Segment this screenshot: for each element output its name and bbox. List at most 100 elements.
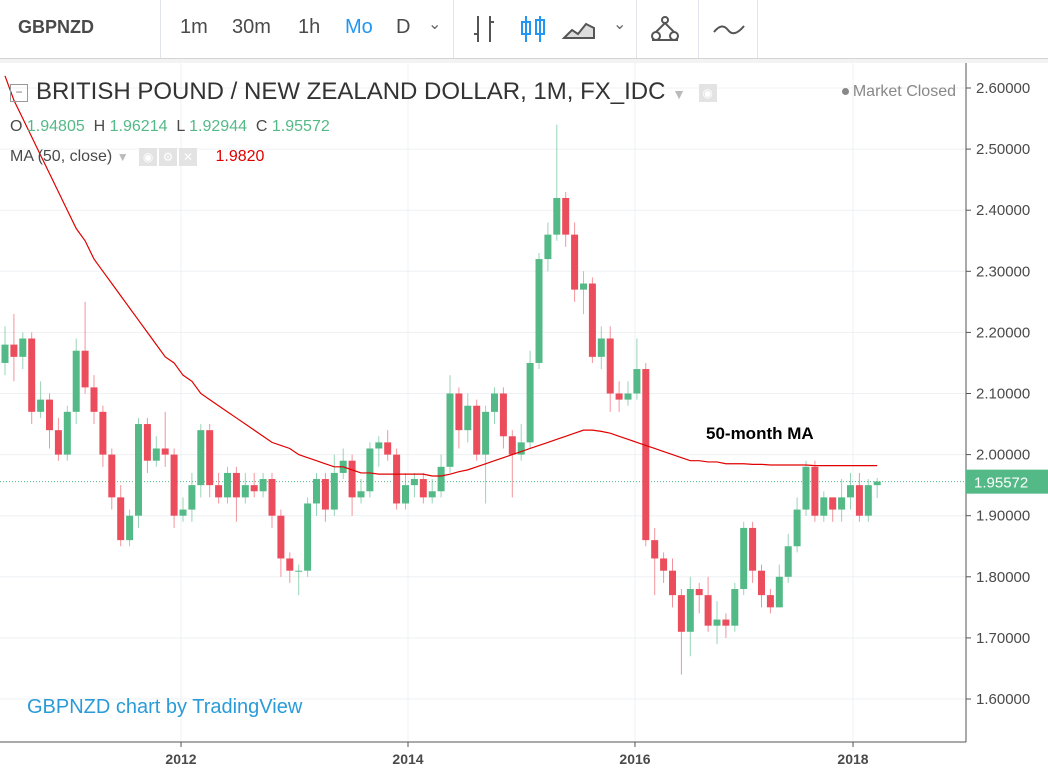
chevron-down-icon[interactable]: ▼ bbox=[116, 150, 129, 165]
chevron-down-icon[interactable]: ⌄ bbox=[428, 16, 442, 33]
candle-body bbox=[535, 259, 543, 363]
ma-value: 1.9820 bbox=[215, 148, 265, 166]
candle-body bbox=[90, 387, 98, 412]
market-status: Market Closed bbox=[841, 83, 956, 101]
status-dot-icon bbox=[841, 88, 849, 96]
candle-body bbox=[108, 454, 116, 498]
candle-body bbox=[286, 558, 294, 571]
chevron-down-icon[interactable]: ▼ bbox=[672, 86, 686, 102]
candle-body bbox=[651, 540, 659, 559]
candle-body bbox=[588, 283, 596, 357]
eye-icon[interactable]: ◉ bbox=[139, 148, 158, 166]
y-tick-label: 2.50000 bbox=[976, 141, 1030, 158]
candle-body bbox=[820, 497, 828, 516]
candle-body bbox=[375, 442, 383, 449]
candle-body bbox=[384, 442, 392, 455]
candle-body bbox=[179, 509, 187, 516]
y-tick-label: 2.10000 bbox=[976, 386, 1030, 403]
candle-body bbox=[37, 399, 45, 412]
candle-body bbox=[660, 558, 668, 571]
top-toolbar: GBPNZD 1m 30m 1h Mo D ⌄ ⌄ bbox=[0, 0, 1048, 59]
collapse-icon[interactable]: − bbox=[10, 83, 28, 102]
candle-body bbox=[135, 424, 142, 516]
candle-body bbox=[268, 479, 276, 516]
candle-body bbox=[419, 479, 427, 498]
y-tick-label: 2.40000 bbox=[976, 202, 1030, 219]
area-chart-icon[interactable] bbox=[562, 12, 596, 46]
candle-body bbox=[197, 430, 205, 486]
eye-icon[interactable]: ◉ bbox=[698, 83, 717, 102]
candle-body bbox=[117, 497, 125, 541]
candle-body bbox=[713, 619, 721, 626]
candle-body bbox=[10, 344, 18, 357]
candle-body bbox=[597, 338, 605, 357]
high-label: H bbox=[93, 118, 106, 135]
candle-body bbox=[99, 411, 107, 455]
candle-body bbox=[766, 595, 774, 608]
candle-body bbox=[232, 472, 240, 498]
bar-chart-icon[interactable] bbox=[468, 12, 502, 46]
gear-icon[interactable]: ⚙ bbox=[159, 148, 178, 166]
candle-body bbox=[793, 509, 801, 547]
toolbar-divider bbox=[453, 0, 454, 58]
ma-legend: MA (50, close) ▼ ◉ ⚙ ✕ 1.9820 bbox=[10, 148, 264, 166]
candle-body bbox=[250, 485, 258, 492]
candle-body bbox=[19, 338, 27, 357]
candle-body bbox=[624, 393, 632, 400]
chart-area[interactable] bbox=[0, 63, 1048, 769]
toolbar-divider bbox=[160, 0, 161, 58]
open-value: 1.94805 bbox=[26, 118, 85, 135]
interval-30m[interactable]: 30m bbox=[232, 16, 271, 38]
symbol-label[interactable]: GBPNZD bbox=[18, 17, 94, 37]
watermark[interactable]: GBPNZD chart by TradingView bbox=[27, 696, 303, 718]
candle-body bbox=[811, 466, 819, 516]
candle-body bbox=[464, 405, 472, 431]
candles-icon[interactable] bbox=[516, 12, 550, 46]
candle-body bbox=[259, 479, 267, 492]
x-tick-label: 2016 bbox=[619, 751, 650, 767]
candle-body bbox=[402, 485, 409, 504]
candle-body bbox=[677, 595, 685, 632]
candle-body bbox=[491, 393, 498, 412]
candle-body bbox=[473, 405, 481, 455]
candle-body bbox=[295, 570, 303, 572]
interval-d[interactable]: D bbox=[396, 16, 411, 38]
candle-body bbox=[321, 479, 329, 510]
candle-body bbox=[241, 485, 249, 498]
candle-body bbox=[508, 436, 516, 455]
chevron-down-icon[interactable]: ⌄ bbox=[613, 16, 627, 33]
close-icon[interactable]: ✕ bbox=[179, 148, 198, 166]
candle-body bbox=[437, 466, 445, 492]
y-tick-label: 1.80000 bbox=[976, 569, 1030, 586]
candle-body bbox=[784, 546, 792, 577]
candle-body bbox=[686, 589, 694, 632]
ma-line bbox=[4, 75, 878, 477]
candle-body bbox=[428, 491, 436, 498]
candle-body bbox=[54, 430, 62, 455]
candle-body bbox=[63, 411, 71, 455]
high-value: 1.96214 bbox=[109, 118, 168, 135]
last-price-badge bbox=[966, 469, 1048, 494]
interval-1h[interactable]: 1h bbox=[298, 16, 321, 38]
y-tick-label: 1.90000 bbox=[976, 508, 1030, 525]
interval-1m[interactable]: 1m bbox=[180, 16, 208, 38]
ma-label[interactable]: MA (50, close) bbox=[10, 148, 113, 166]
y-tick-label: 1.70000 bbox=[976, 630, 1030, 647]
candle-body bbox=[304, 503, 312, 571]
y-tick-label: 2.60000 bbox=[976, 80, 1030, 97]
indicators-icon[interactable] bbox=[648, 12, 682, 46]
candle-body bbox=[366, 448, 374, 492]
candle-body bbox=[1, 344, 9, 363]
candle-body bbox=[864, 485, 872, 516]
candle-body bbox=[46, 399, 53, 431]
y-tick-label: 2.30000 bbox=[976, 263, 1030, 280]
candle-body bbox=[553, 197, 561, 235]
candle-body bbox=[72, 350, 80, 412]
interval-mo[interactable]: Mo bbox=[345, 16, 373, 38]
candle-body bbox=[348, 460, 356, 498]
y-tick-label: 1.60000 bbox=[976, 691, 1030, 708]
candle-body bbox=[277, 515, 285, 559]
candle-body bbox=[669, 570, 676, 596]
compare-icon[interactable] bbox=[712, 12, 746, 46]
